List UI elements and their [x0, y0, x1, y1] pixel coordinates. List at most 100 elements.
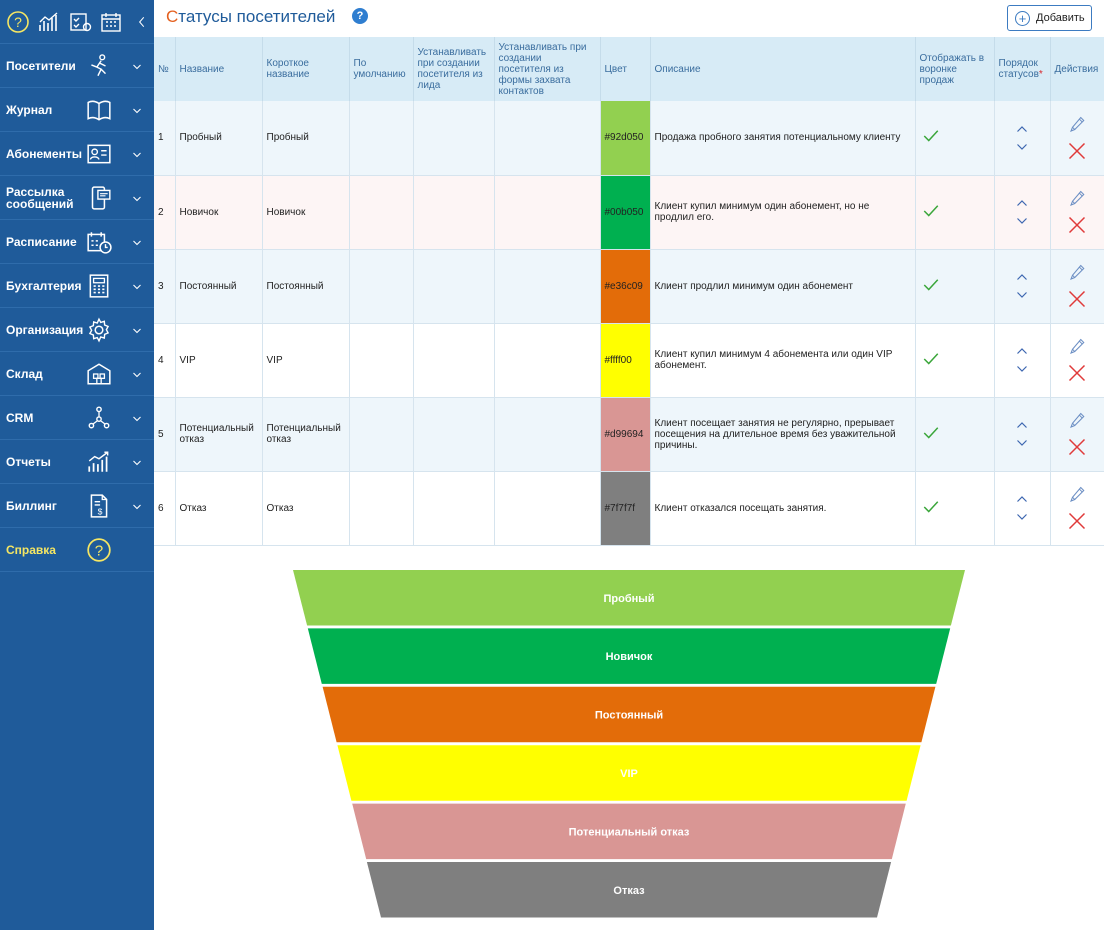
delete-cross-icon[interactable] [1067, 437, 1087, 457]
order-arrows [999, 419, 1046, 449]
chevron-down-icon [133, 108, 141, 114]
color-cell: #00b050 [600, 175, 651, 250]
column-header-label: Название [179, 63, 225, 75]
messaging-icon-wrap [86, 185, 112, 211]
row-number-cell: 3 [154, 249, 176, 324]
sidebar-item-reports[interactable]: Отчеты [0, 440, 154, 484]
checkmark-icon [923, 278, 938, 291]
edit-pencil-icon[interactable] [1068, 115, 1086, 135]
row-number-cell: 4 [154, 323, 176, 398]
move-up-icon[interactable] [1014, 493, 1030, 505]
move-up-icon[interactable] [1014, 197, 1030, 209]
edit-pencil-icon[interactable] [1068, 263, 1086, 283]
show-in-funnel-cell [915, 249, 995, 324]
row-number-cell-text: 5 [158, 428, 164, 440]
sidebar-item-visitors[interactable]: Посетители [0, 44, 154, 88]
move-down-icon[interactable] [1014, 511, 1030, 523]
move-up-icon[interactable] [1014, 123, 1030, 135]
funnel-stage-label: Потенциальный отказ [569, 826, 690, 838]
edit-pencil-icon[interactable] [1068, 337, 1086, 357]
sidebar-item-warehouse[interactable]: Склад [0, 352, 154, 396]
chevron-down-icon [133, 284, 141, 290]
actions-cell [1050, 101, 1104, 176]
delete-cross-icon[interactable] [1067, 215, 1087, 235]
edit-pencil-icon[interactable] [1068, 485, 1086, 505]
tasks-icon-button[interactable] [68, 10, 92, 34]
sidebar-item-label: Справка [6, 542, 56, 557]
collapse-chevron-icon [138, 16, 145, 27]
order-arrows [999, 271, 1046, 301]
move-up-icon[interactable] [1014, 419, 1030, 431]
show-in-funnel-cell [915, 101, 995, 176]
status-name-cell-text: Новичок [179, 206, 219, 218]
chevron-down-icon [133, 196, 141, 202]
column-header-label: № [158, 63, 169, 75]
status-order-cell [994, 323, 1051, 398]
row-actions [1055, 189, 1100, 235]
edit-pencil-icon[interactable] [1068, 411, 1086, 431]
sidebar-item-label: Расписание [6, 234, 77, 249]
short-name-cell-text: Потенциальный отказ [266, 423, 341, 445]
move-down-icon[interactable] [1014, 363, 1030, 375]
sidebar-item-label: Организация [6, 322, 84, 337]
delete-cross-icon[interactable] [1067, 363, 1087, 383]
help-icon-button[interactable]: ? [6, 10, 30, 34]
funnel-stage: Постоянный [322, 686, 936, 743]
sidebar-item-help[interactable]: Справка? [0, 528, 154, 572]
funnel-stage-label: Пробный [604, 593, 655, 605]
status-order-cell [994, 101, 1051, 176]
chevron-down-icon-wrap [131, 412, 143, 424]
funnel-stage-shape [293, 570, 965, 626]
short-name-cell-text: Новичок [266, 206, 306, 218]
move-up-icon[interactable] [1014, 271, 1030, 283]
chevron-down-icon-wrap [131, 192, 143, 204]
sidebar-item-settings[interactable]: Организация [0, 308, 154, 352]
delete-cross-icon[interactable] [1067, 511, 1087, 531]
sidebar-item-billing[interactable]: Биллинг $ [0, 484, 154, 528]
column-header: Название [175, 37, 263, 101]
calendar-icon-button[interactable] [99, 10, 123, 34]
order-arrows [999, 123, 1046, 153]
set-from-lead-cell [413, 175, 495, 250]
set-from-form-cell [494, 101, 601, 176]
sidebar-item-messaging[interactable]: Рассылка сообщений [0, 176, 154, 220]
move-up-icon[interactable] [1014, 345, 1030, 357]
short-name-cell-text: Отказ [266, 502, 294, 514]
move-down-icon[interactable] [1014, 289, 1030, 301]
svg-text:?: ? [14, 14, 22, 30]
status-order-cell [994, 471, 1051, 546]
sidebar-item-journal[interactable]: Журнал [0, 88, 154, 132]
collapse-chevron-icon-button[interactable] [130, 10, 154, 34]
funnel-stage-shape [352, 803, 906, 860]
move-down-icon[interactable] [1014, 141, 1030, 153]
color-cell: #e36c09 [600, 249, 651, 324]
table-row: 4 VIP VIP #ffff00 Клиент купил минимум 4 або… [154, 323, 1104, 398]
column-header: Описание [650, 37, 916, 101]
help-icon: ? [7, 10, 29, 33]
description-cell-text: Клиент отказался посещать занятия. [654, 502, 827, 514]
journal-icon-wrap [86, 97, 112, 123]
chevron-down-icon-wrap [131, 236, 143, 248]
crm-icon [88, 406, 110, 429]
chevron-down-icon-wrap [131, 324, 143, 336]
move-down-icon[interactable] [1014, 215, 1030, 227]
analytics-icon-button[interactable] [37, 10, 61, 34]
delete-cross-icon[interactable] [1067, 289, 1087, 309]
sidebar-item-label: Биллинг [6, 498, 57, 513]
edit-pencil-icon[interactable] [1068, 189, 1086, 209]
required-mark: * [1038, 69, 1043, 80]
color-hex-text: #00b050 [604, 206, 644, 218]
set-from-form-cell [494, 175, 601, 250]
sidebar-top-icons: ? [0, 0, 154, 44]
sidebar-item-accounting[interactable]: Бухгалтерия [0, 264, 154, 308]
sidebar-item-membership[interactable]: Абонементы [0, 132, 154, 176]
delete-cross-icon[interactable] [1067, 141, 1087, 161]
move-down-icon[interactable] [1014, 437, 1030, 449]
checkmark-icon [923, 204, 938, 217]
short-name-cell: Пробный [262, 101, 350, 176]
add-status-button[interactable]: + Добавить [1007, 5, 1092, 31]
sidebar-item-schedule[interactable]: Расписание [0, 220, 154, 264]
sidebar-item-crm[interactable]: CRM [0, 396, 154, 440]
chevron-down-icon [133, 416, 141, 422]
help-icon[interactable]: ? [352, 8, 368, 24]
